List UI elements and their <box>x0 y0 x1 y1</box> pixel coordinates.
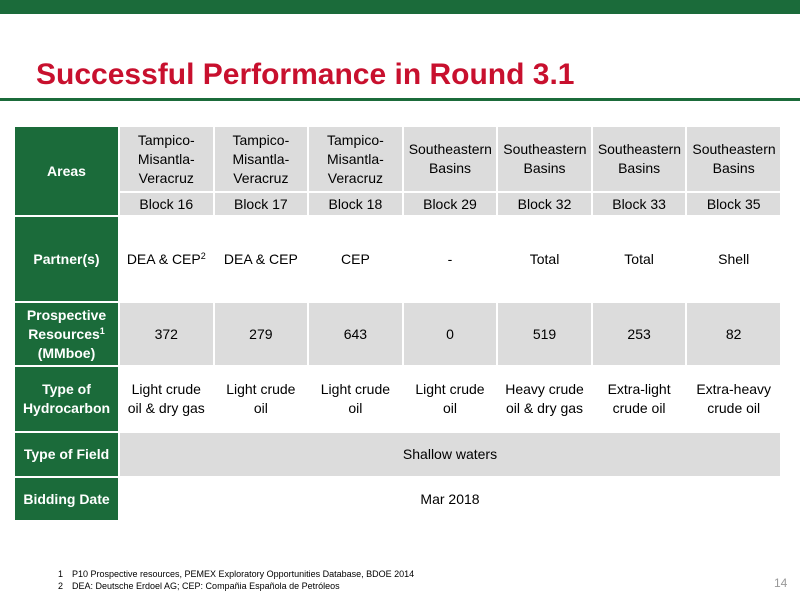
partner-text: Total <box>624 250 654 267</box>
partner-text: DEA & CEP <box>223 250 298 267</box>
row-header: Bidding Date <box>15 478 118 520</box>
footnote-marker: 1 <box>99 325 105 336</box>
area-cell: Tampico-Misantla-Veracruz <box>309 127 402 191</box>
block-cell: Block 35 <box>687 193 780 215</box>
table-row: Bidding Date Mar 2018 <box>15 478 780 520</box>
footnote-number: 1 <box>58 569 64 579</box>
partner-cell: DEA & CEP <box>214 217 308 301</box>
block-cell: Block 18 <box>309 193 402 215</box>
footnotes: 1 P10 Prospective resources, PEMEX Explor… <box>58 568 414 592</box>
title-rule <box>0 98 800 101</box>
footnote-text: DEA: Deutsche Erdoel AG; CEP: Compañia E… <box>72 581 340 591</box>
hydrocarbon-cell: Extra-light crude oil <box>592 367 686 431</box>
resources-cell: 643 <box>309 303 402 365</box>
block-cell: Block 16 <box>120 193 213 215</box>
hydrocarbon-cell: Light crude oil & dry gas <box>120 367 213 431</box>
partner-text: - <box>447 250 453 267</box>
partner-cell: Total <box>592 217 686 301</box>
partner-cell: CEP <box>309 217 402 301</box>
footnote-marker: 2 <box>200 250 206 261</box>
block-cell: Block 29 <box>403 193 497 215</box>
footnote: 2 DEA: Deutsche Erdoel AG; CEP: Compañia … <box>58 580 414 592</box>
row-header: Type of Hydrocarbon <box>15 367 118 431</box>
row-header-unit: (MMboe) <box>37 344 96 361</box>
area-cell: Tampico-Misantla-Veracruz <box>214 127 308 191</box>
table: Areas Tampico-Misantla-Veracruz Tampico-Mi… <box>13 125 782 522</box>
footnote: 1 P10 Prospective resources, PEMEX Explor… <box>58 568 414 580</box>
footnote-number: 2 <box>58 581 64 591</box>
partner-text: Total <box>529 250 560 267</box>
hydrocarbon-cell: Light crude oil <box>309 367 402 431</box>
partner-cell: - <box>403 217 497 301</box>
area-cell: Southeastern Basins <box>687 127 780 191</box>
hydrocarbon-cell: Heavy crude oil & dry gas <box>498 367 591 431</box>
partner-cell: DEA & CEP2 <box>120 217 213 301</box>
resources-cell: 0 <box>403 303 497 365</box>
area-cell: Tampico-Misantla-Veracruz <box>120 127 213 191</box>
partner-text: Shell <box>718 250 750 267</box>
table-row: Type of Field Shallow waters <box>15 433 780 476</box>
footnote-text: P10 Prospective resources, PEMEX Explora… <box>72 569 415 579</box>
table-row: Type of Hydrocarbon Light crude oil & dry… <box>15 367 780 431</box>
row-header: Partner(s) <box>15 217 118 301</box>
row-header-text: Prospective Resources <box>26 306 107 342</box>
bidding-cell: Mar 2018 <box>120 478 780 520</box>
resources-cell: 519 <box>498 303 591 365</box>
partner-text: DEA & CEP <box>126 250 201 267</box>
resources-cell: 253 <box>592 303 686 365</box>
top-bar <box>0 0 800 14</box>
area-cell: Southeastern Basins <box>498 127 591 191</box>
hydrocarbon-cell: Extra-heavy crude oil <box>687 367 780 431</box>
slide-title: Successful Performance in Round 3.1 <box>36 58 575 91</box>
resources-cell: 372 <box>120 303 213 365</box>
field-cell: Shallow waters <box>120 433 780 476</box>
hydrocarbon-cell: Light crude oil <box>403 367 497 431</box>
page-number: 14 <box>774 576 788 590</box>
resources-cell: 279 <box>214 303 308 365</box>
table-row: Partner(s) DEA & CEP2 DEA & CEP CEP - Total To… <box>15 217 780 301</box>
table-row: Areas Tampico-Misantla-Veracruz Tampico-Mi… <box>15 127 780 215</box>
table-row: Block 16 Block 17 Block 18 Block 29 Block 32… <box>15 193 780 215</box>
row-header: Prospective Resources1 (MMboe) <box>15 303 118 365</box>
partner-cell: Total <box>498 217 591 301</box>
resources-cell: 82 <box>687 303 780 365</box>
area-cell: Southeastern Basins <box>592 127 686 191</box>
block-cell: Block 17 <box>214 193 308 215</box>
area-cell: Southeastern Basins <box>403 127 497 191</box>
block-cell: Block 32 <box>498 193 591 215</box>
partner-cell: Shell <box>687 217 780 301</box>
table-row: Prospective Resources1 (MMboe) 372 279 643 0… <box>15 303 780 365</box>
partner-text: CEP <box>341 250 370 267</box>
block-cell: Block 33 <box>592 193 686 215</box>
row-header: Type of Field <box>15 433 118 476</box>
hydrocarbon-cell: Light crude oil <box>214 367 308 431</box>
row-header: Areas <box>15 127 118 215</box>
